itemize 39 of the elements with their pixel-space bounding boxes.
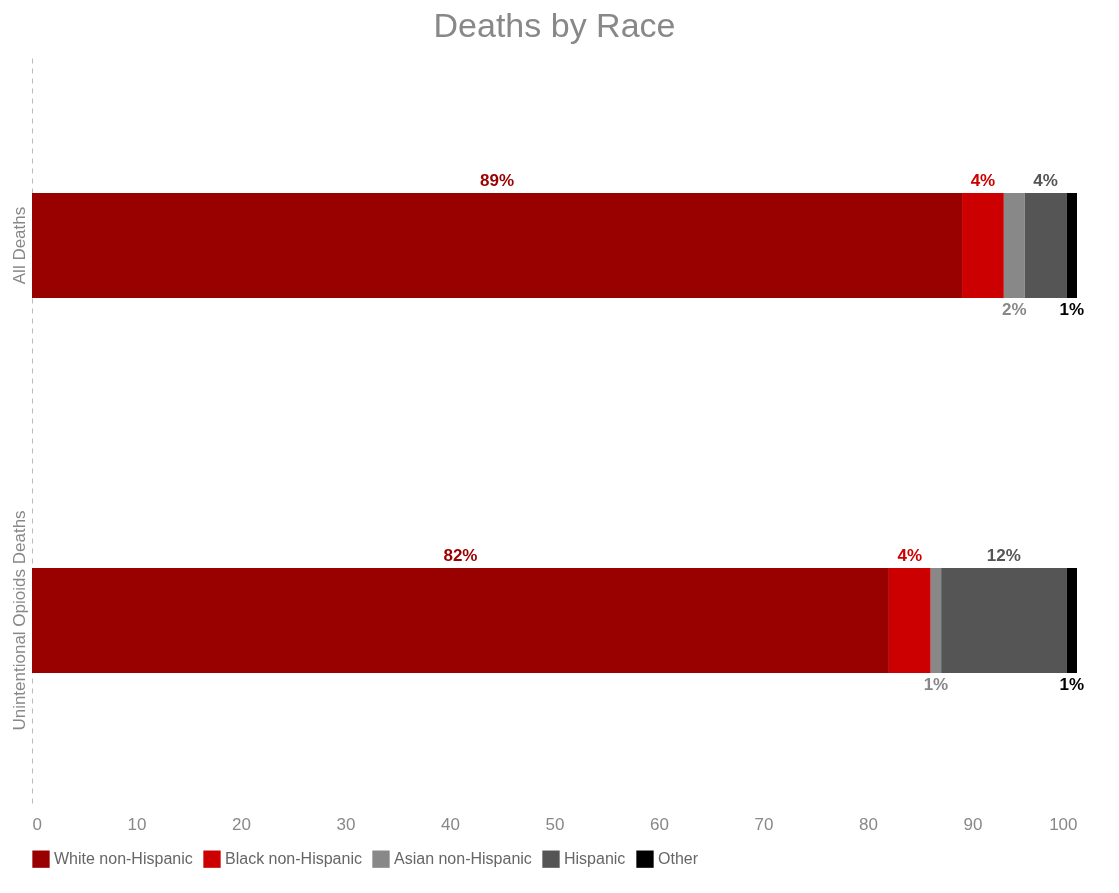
data-label: 4% [1033,170,1058,190]
y-tick-label: Unintentional Opioids Deaths [9,510,29,731]
bar [888,568,931,673]
legend-label: White non-Hispanic [54,850,193,868]
data-label: 1% [1059,674,1085,694]
x-tick-label: 10 [127,814,147,834]
bar [930,568,942,673]
x-tick-label: 50 [545,814,565,834]
legend-label: Hispanic [564,850,626,868]
bar [1024,193,1067,298]
legend-label: Asian non-Hispanic [394,850,532,868]
bar [1066,193,1077,298]
data-label: 82% [443,545,478,565]
data-label: 89% [480,170,515,190]
y-tick-label: All Deaths [9,206,29,285]
x-tick-label: 20 [232,814,251,834]
x-tick-label: 90 [963,814,983,834]
bar [32,568,889,673]
data-label: 12% [986,545,1021,565]
bar [32,193,963,298]
bar [941,568,1067,673]
x-tick-label: 70 [754,814,774,834]
legend-label: Other [658,850,699,868]
x-tick-label: 100 [1049,814,1078,834]
x-tick-label: 0 [32,814,42,834]
x-tick-label: 80 [859,814,878,834]
data-label: 2% [1002,299,1027,319]
bar [1066,568,1077,673]
bar [962,193,1004,298]
bar [1003,193,1025,298]
x-tick-label: 60 [650,814,669,834]
data-label: 1% [1059,299,1085,319]
legend-label: Black non-Hispanic [225,850,362,868]
x-tick-label: 30 [336,814,356,834]
chart-title: Deaths by Race [433,6,676,44]
data-label: 4% [897,545,923,565]
data-label: 1% [923,674,949,694]
data-label: 4% [970,170,996,190]
x-tick-label: 40 [441,814,460,834]
